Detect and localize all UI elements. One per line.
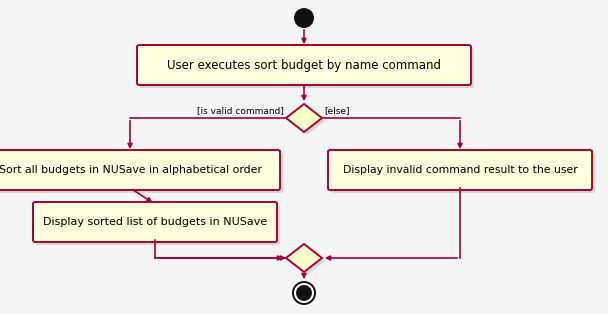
- FancyBboxPatch shape: [140, 48, 474, 88]
- Text: [is valid command]: [is valid command]: [197, 106, 284, 115]
- Polygon shape: [289, 247, 325, 275]
- FancyBboxPatch shape: [36, 205, 280, 245]
- Text: Display invalid command result to the user: Display invalid command result to the us…: [343, 165, 578, 175]
- FancyBboxPatch shape: [33, 202, 277, 242]
- FancyBboxPatch shape: [0, 150, 280, 190]
- Polygon shape: [289, 107, 325, 135]
- FancyBboxPatch shape: [137, 45, 471, 85]
- Text: User executes sort budget by name command: User executes sort budget by name comman…: [167, 58, 441, 72]
- Text: [else]: [else]: [324, 106, 350, 115]
- Text: Display sorted list of budgets in NUSave: Display sorted list of budgets in NUSave: [43, 217, 267, 227]
- Polygon shape: [286, 104, 322, 132]
- Text: Sort all budgets in NUSave in alphabetical order: Sort all budgets in NUSave in alphabetic…: [0, 165, 261, 175]
- Circle shape: [295, 9, 313, 27]
- FancyBboxPatch shape: [328, 150, 592, 190]
- Circle shape: [293, 282, 315, 304]
- Circle shape: [297, 286, 311, 300]
- Polygon shape: [286, 244, 322, 272]
- FancyBboxPatch shape: [0, 153, 283, 193]
- FancyBboxPatch shape: [331, 153, 595, 193]
